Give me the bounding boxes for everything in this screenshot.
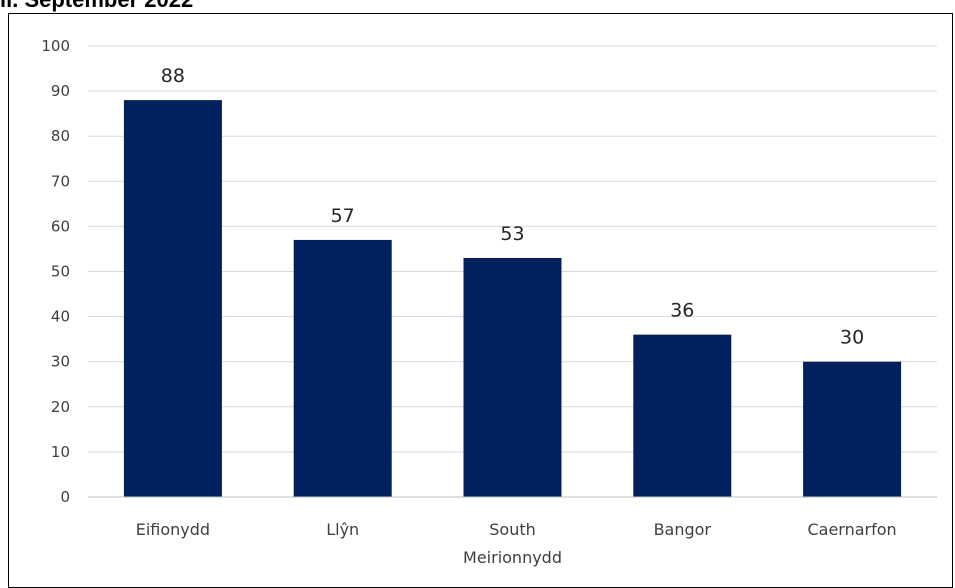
bar (803, 361, 902, 497)
y-tick-label: 0 (60, 488, 70, 506)
y-tick-label: 70 (51, 172, 70, 190)
data-label: 30 (840, 327, 864, 349)
y-tick-label: 30 (51, 353, 70, 371)
y-tick-label: 20 (51, 398, 70, 416)
bars (123, 100, 902, 498)
data-label: 88 (161, 65, 185, 87)
category-label: Caernarfon (807, 520, 896, 539)
data-label: 36 (670, 300, 694, 322)
y-tick-label: 40 (51, 308, 70, 326)
category-label: Meirionnydd (463, 548, 562, 567)
y-tick-label: 80 (51, 127, 70, 145)
bar (123, 100, 222, 498)
category-label: South (489, 520, 536, 539)
data-label: 57 (331, 205, 355, 227)
bar (633, 334, 732, 497)
data-labels: 88 57 53 36 30 (161, 65, 864, 349)
y-tick-label: 50 (51, 263, 70, 281)
y-tick-label: 100 (41, 37, 70, 55)
data-label: 53 (500, 223, 524, 245)
category-labels: Eifionydd Llŷn South Meirionnydd Bangor Caern… (136, 520, 897, 567)
category-label: Eifionydd (136, 520, 210, 539)
bar (463, 257, 562, 497)
y-axis-ticks: 0 10 20 30 40 50 60 70 80 90 100 (41, 37, 70, 506)
y-tick-label: 90 (51, 82, 70, 100)
y-tick-label: 10 (51, 443, 70, 461)
page-heading: ii. September 2022 (0, 0, 193, 13)
y-tick-label: 60 (51, 217, 70, 235)
category-label: Bangor (654, 520, 712, 539)
bar (293, 239, 392, 497)
category-label: Llŷn (326, 520, 359, 539)
